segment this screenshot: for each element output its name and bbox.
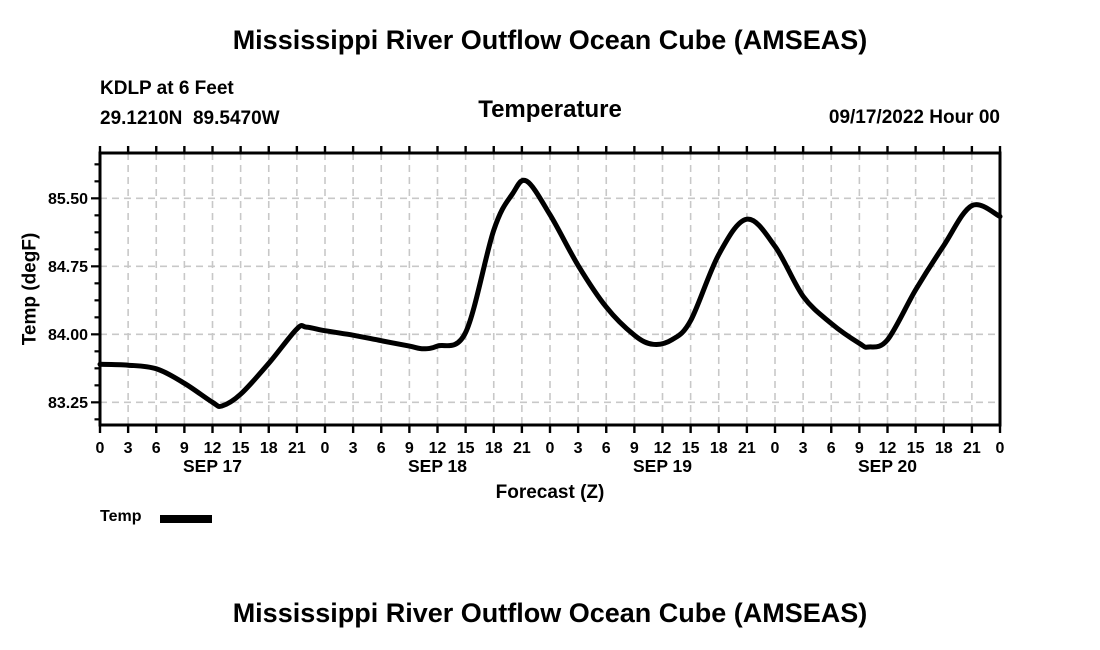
svg-text:21: 21 (963, 440, 981, 457)
grid-lines (100, 153, 1000, 425)
page-title: Mississippi River Outflow Ocean Cube (AM… (232, 25, 868, 55)
svg-text:84.75: 84.75 (48, 259, 88, 276)
day-labels: SEP 17 SEP 18 SEP 19 SEP 20 (183, 456, 917, 476)
svg-text:0: 0 (96, 440, 105, 457)
svg-text:15: 15 (682, 440, 700, 457)
svg-text:6: 6 (152, 440, 161, 457)
svg-text:3: 3 (124, 440, 133, 457)
svg-text:6: 6 (377, 440, 386, 457)
svg-text:21: 21 (513, 440, 531, 457)
svg-text:15: 15 (232, 440, 250, 457)
svg-text:18: 18 (260, 440, 278, 457)
station-coordinates: 29.1210N 89.5470W (100, 108, 280, 129)
svg-text:18: 18 (935, 440, 953, 457)
panel-title: Temperature (478, 96, 622, 123)
svg-text:9: 9 (180, 440, 189, 457)
svg-text:12: 12 (204, 440, 222, 457)
legend-line-swatch (160, 515, 212, 523)
svg-text:SEP 17: SEP 17 (183, 456, 242, 476)
svg-text:18: 18 (710, 440, 728, 457)
svg-text:12: 12 (879, 440, 897, 457)
x-axis-label: Forecast (Z) (495, 482, 605, 503)
station-label: KDLP at 6 Feet (100, 78, 234, 99)
model-run-label: 09/17/2022 Hour 00 (828, 107, 1000, 128)
svg-text:9: 9 (855, 440, 864, 457)
svg-text:3: 3 (349, 440, 358, 457)
svg-text:9: 9 (405, 440, 414, 457)
svg-text:15: 15 (457, 440, 475, 457)
svg-text:SEP 20: SEP 20 (858, 456, 917, 476)
x-tick-labels: 0 3 6 9 12 15 18 21 0 3 6 9 12 15 18 21 0 3 6 9 12 15 18 21 0 3 6 9… (96, 440, 1005, 457)
svg-text:15: 15 (907, 440, 925, 457)
svg-text:6: 6 (602, 440, 611, 457)
temp-curve (97, 177, 1003, 409)
axis-ticks (91, 146, 1002, 433)
svg-text:9: 9 (630, 440, 639, 457)
svg-text:SEP 18: SEP 18 (408, 456, 467, 476)
series-temp (97, 177, 1003, 409)
svg-text:12: 12 (654, 440, 672, 457)
svg-text:12: 12 (429, 440, 447, 457)
svg-text:6: 6 (827, 440, 836, 457)
svg-text:0: 0 (321, 440, 330, 457)
svg-text:3: 3 (799, 440, 808, 457)
svg-text:21: 21 (738, 440, 756, 457)
svg-text:SEP 19: SEP 19 (633, 456, 692, 476)
y-tick-labels: 83.25 84.00 84.75 85.50 (48, 191, 88, 412)
footer-title: Mississippi River Outflow Ocean Cube (AM… (232, 598, 868, 628)
svg-text:84.00: 84.00 (48, 327, 88, 344)
svg-text:21: 21 (288, 440, 306, 457)
svg-text:18: 18 (485, 440, 503, 457)
legend-label: Temp (100, 508, 142, 525)
svg-text:3: 3 (574, 440, 583, 457)
svg-text:85.50: 85.50 (48, 191, 88, 208)
svg-text:0: 0 (546, 440, 555, 457)
svg-text:0: 0 (771, 440, 780, 457)
svg-text:0: 0 (996, 440, 1005, 457)
svg-text:83.25: 83.25 (48, 395, 88, 412)
